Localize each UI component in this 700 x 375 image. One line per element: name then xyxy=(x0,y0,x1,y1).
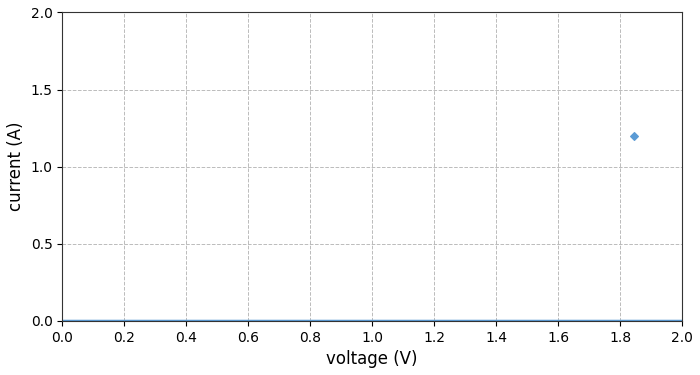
Y-axis label: current (A): current (A) xyxy=(7,122,25,211)
X-axis label: voltage (V): voltage (V) xyxy=(326,350,418,368)
